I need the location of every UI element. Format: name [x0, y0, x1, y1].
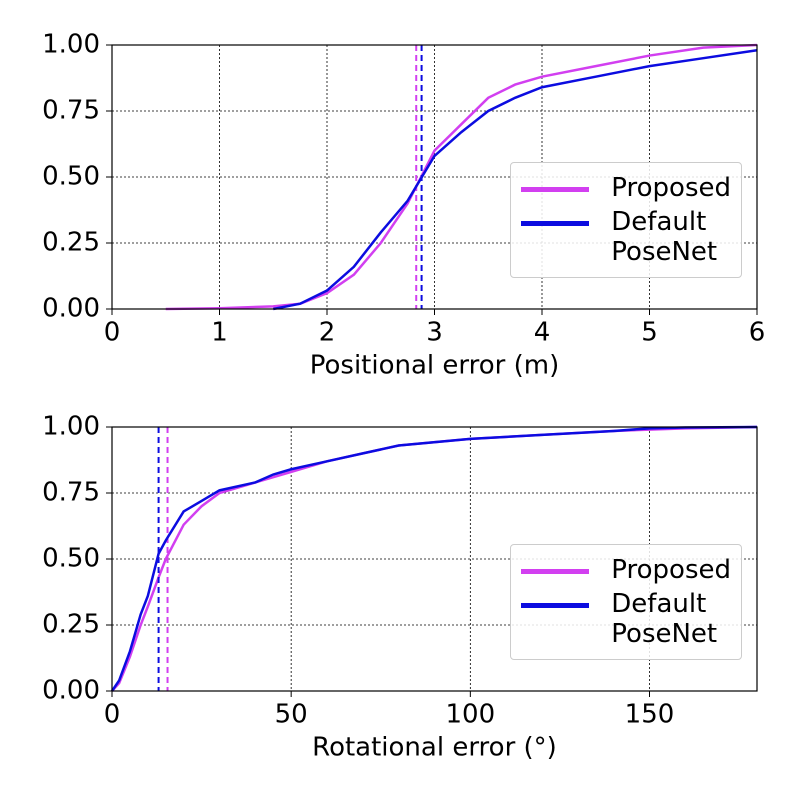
- y-tick-label: 0.25: [42, 610, 100, 640]
- x-tick-label: 2: [319, 318, 336, 348]
- legend-swatch: [521, 603, 590, 608]
- legend-entry: Default PoseNet: [521, 589, 731, 649]
- y-tick-label: 1.00: [42, 30, 100, 60]
- x-axis-label: Positional error (m): [310, 351, 559, 381]
- legend-swatch: [521, 221, 590, 226]
- y-tick-label: 0.50: [42, 162, 100, 192]
- x-tick-label: 150: [625, 700, 675, 730]
- x-tick-label: 100: [446, 700, 496, 730]
- y-tick-label: 1.00: [42, 412, 100, 442]
- y-tick-label: 0.50: [42, 544, 100, 574]
- legend-swatch: [521, 187, 590, 192]
- legend: Proposed Default PoseNet: [510, 544, 742, 660]
- x-tick-label: 1: [211, 318, 228, 348]
- legend-entry: Proposed: [521, 555, 731, 585]
- x-tick-label: 4: [534, 318, 551, 348]
- legend-entry: Default PoseNet: [521, 207, 731, 267]
- y-tick-label: 0.75: [42, 478, 100, 508]
- y-tick-label: 0.75: [42, 96, 100, 126]
- legend-label: Default PoseNet: [611, 589, 718, 649]
- legend-label: Proposed: [611, 555, 731, 585]
- plot-frame: [111, 426, 758, 692]
- x-tick-label: 3: [426, 318, 443, 348]
- x-tick-label: 5: [641, 318, 658, 348]
- x-tick-label: 50: [275, 700, 308, 730]
- x-tick-label: 0: [104, 700, 121, 730]
- legend-swatch: [521, 569, 590, 574]
- y-tick-label: 0.00: [42, 294, 100, 324]
- plot-frame: [111, 44, 758, 310]
- legend-label: Proposed: [611, 173, 731, 203]
- x-tick-label: 0: [104, 318, 121, 348]
- series-line: [110, 425, 758, 692]
- x-axis-label: Rotational error (°): [312, 733, 557, 763]
- x-tick-label: 6: [749, 318, 766, 348]
- legend-label: Default PoseNet: [611, 207, 718, 267]
- y-tick-label: 0.25: [42, 228, 100, 258]
- series-line: [273, 49, 758, 311]
- y-tick-label: 0.00: [42, 676, 100, 706]
- legend: Proposed Default PoseNet: [510, 162, 742, 278]
- legend-entry: Proposed: [521, 173, 731, 203]
